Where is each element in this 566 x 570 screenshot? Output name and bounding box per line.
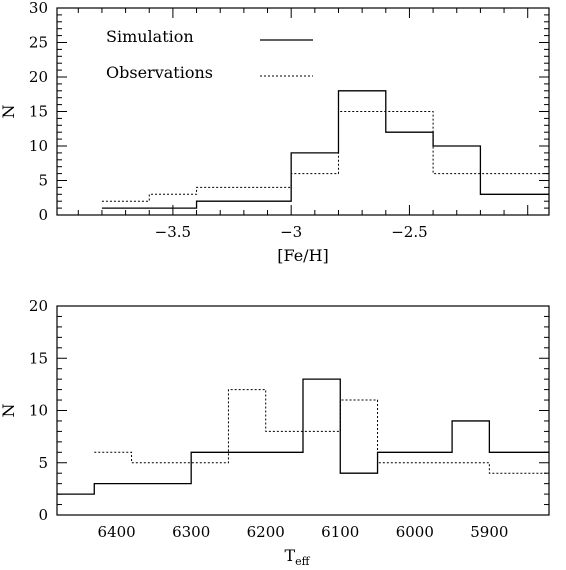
histogram-observations (101, 111, 549, 202)
y-tick-label: 0 (38, 206, 48, 224)
y-tick-label: 15 (29, 103, 48, 121)
x-tick-label: 6100 (321, 523, 359, 541)
y-tick-label: 30 (29, 0, 48, 17)
y-tick-label: 20 (29, 68, 48, 86)
histogram-simulation (57, 378, 549, 495)
x-axis-label-subscript: eff (295, 555, 311, 565)
y-tick-label: 15 (29, 349, 48, 367)
x-tick-label: −3 (280, 223, 302, 241)
legend-label-observations: Observations (106, 63, 213, 82)
y-tick-label: 10 (29, 137, 48, 155)
x-tick-label: −3.5 (155, 223, 191, 241)
y-axis-label: N (0, 404, 18, 418)
y-tick-label: 0 (38, 506, 48, 524)
x-tick-label: 5900 (470, 523, 508, 541)
y-tick-label: 25 (29, 34, 48, 52)
y-tick-label: 20 (29, 297, 48, 315)
y-axis-label: N (0, 105, 18, 119)
x-tick-label: 6400 (98, 523, 136, 541)
x-tick-label: 6200 (247, 523, 285, 541)
x-tick-label: −2.5 (391, 223, 427, 241)
histogram-simulation (101, 90, 549, 209)
x-tick-label: 6000 (396, 523, 434, 541)
feh-histogram-panel: 0 5 10 15 20 25 30 −3.5 −3 −2.5 [Fe/H] N Simulation O… (0, 0, 550, 265)
y-tick-label: 5 (38, 454, 48, 472)
y-tick-label: 5 (38, 172, 48, 190)
y-tick-label: 10 (29, 402, 48, 420)
legend-label-simulation: Simulation (106, 27, 194, 46)
x-axis-label: [Fe/H] (277, 246, 329, 265)
histogram-observations (94, 389, 549, 474)
x-tick-label: 6300 (172, 523, 210, 541)
